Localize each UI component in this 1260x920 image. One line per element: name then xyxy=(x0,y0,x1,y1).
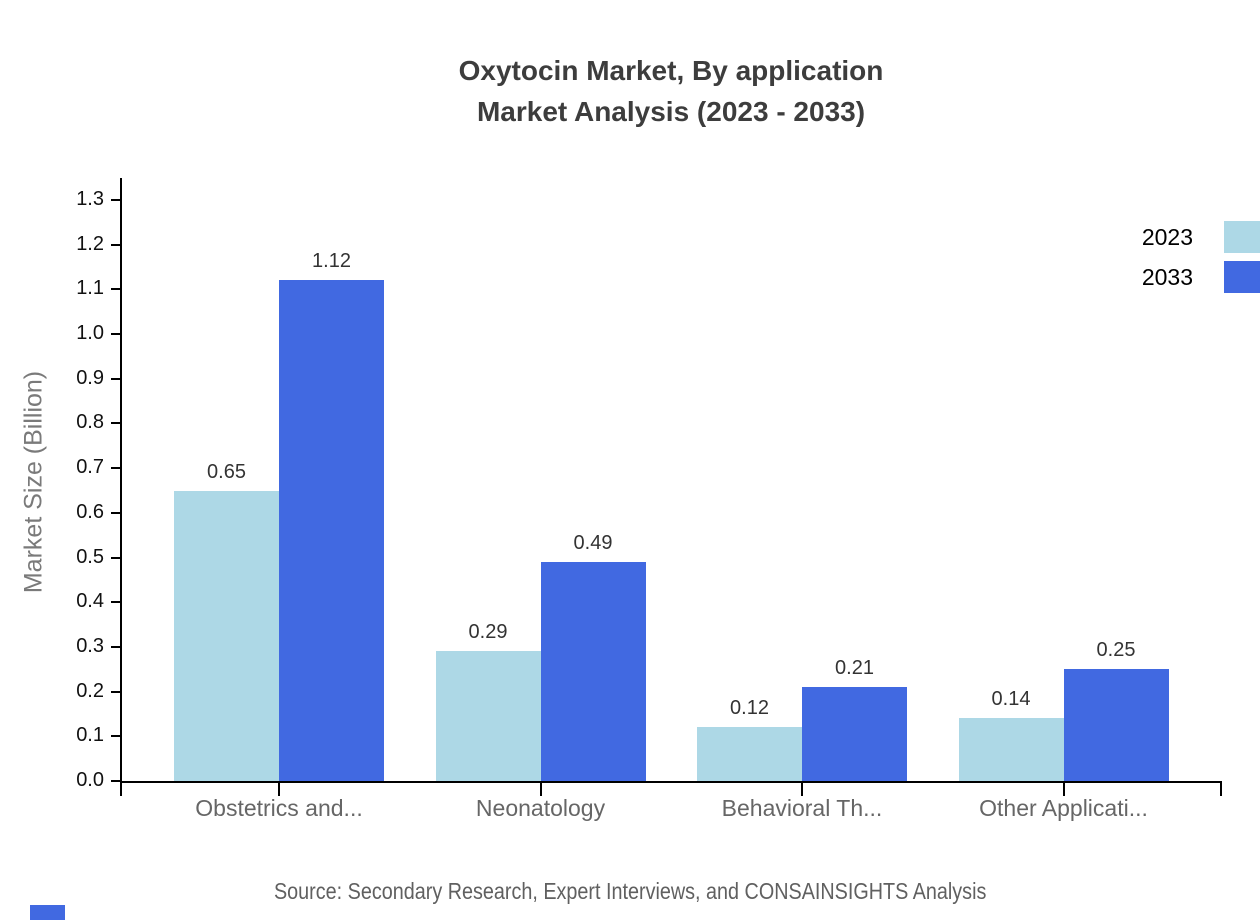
chart-title: Oxytocin Market, By application Market A… xyxy=(120,50,1222,132)
bar-2023-obstetrics-and xyxy=(174,490,279,781)
chart-title-line1: Oxytocin Market, By application xyxy=(458,55,884,86)
y-tick-label: 0.5 xyxy=(76,545,104,568)
x-axis-end-tick xyxy=(1220,783,1222,796)
y-tick-mark xyxy=(111,556,120,559)
y-tick-label: 1.1 xyxy=(76,277,104,300)
y-tick-label: 0.2 xyxy=(76,679,104,702)
x-axis-end-tick xyxy=(120,783,122,796)
x-tick-mark xyxy=(539,783,542,796)
bar-value-label: 0.49 xyxy=(573,532,613,554)
bar-2033-neonatology xyxy=(540,562,646,781)
y-tick-label: 0.6 xyxy=(76,500,104,523)
bar-value-label: 0.65 xyxy=(207,460,246,483)
y-tick-mark xyxy=(111,199,120,201)
y-tick-label: 1.0 xyxy=(76,322,104,345)
y-tick-mark xyxy=(111,690,120,693)
category-label-behavioral-th: Behavioral Th... xyxy=(721,795,883,821)
y-tick-mark xyxy=(111,735,120,738)
bar-2023-behavioral-th xyxy=(697,727,802,781)
bar-value-label: 0.29 xyxy=(468,621,508,644)
bar-value-label: 0.12 xyxy=(730,697,769,720)
bar-value-label: 0.21 xyxy=(835,657,874,680)
y-tick-label: 0.0 xyxy=(76,769,104,791)
y-tick-label: 0.8 xyxy=(76,411,104,434)
source-line: Source: Secondary Research, Expert Inter… xyxy=(0,878,1260,905)
y-tick-mark xyxy=(111,422,120,425)
y-tick-mark xyxy=(111,377,120,380)
legend-label-2033: 2033 xyxy=(1141,264,1193,290)
y-tick-label: 0.4 xyxy=(76,590,104,613)
legend-label-2023: 2023 xyxy=(1141,224,1193,250)
y-tick-mark xyxy=(111,645,120,648)
y-tick-label: 0.1 xyxy=(76,724,104,747)
bar-2023-other-applicati xyxy=(958,718,1064,781)
y-tick-mark xyxy=(111,243,120,246)
y-tick-mark xyxy=(111,288,120,291)
bar-2033-behavioral-th xyxy=(802,687,907,781)
legend-swatch-2033 xyxy=(1224,261,1260,293)
y-tick-label: 0.7 xyxy=(76,456,104,479)
legend-swatch-2023 xyxy=(1224,221,1260,253)
bar-value-label: 0.14 xyxy=(991,688,1031,711)
y-tick-mark xyxy=(111,511,120,514)
y-tick-label: 1.3 xyxy=(76,188,104,210)
y-tick-label: 1.2 xyxy=(76,232,104,255)
category-label-obstetrics-and: Obstetrics and... xyxy=(195,795,363,821)
y-tick-label: 0.9 xyxy=(76,366,104,389)
bar-2033-obstetrics-and xyxy=(279,280,384,781)
x-tick-mark xyxy=(801,783,803,796)
y-tick-mark xyxy=(111,601,120,604)
bar-2023-neonatology xyxy=(435,651,541,781)
x-tick-mark xyxy=(1062,783,1065,796)
y-tick-mark xyxy=(111,467,120,470)
y-tick-mark xyxy=(111,333,120,336)
category-label-other-applicati: Other Applicati... xyxy=(979,795,1148,821)
bottom-left-blue-mark xyxy=(30,905,65,920)
bar-value-label: 0.25 xyxy=(1096,639,1136,662)
y-tick-mark xyxy=(111,780,120,782)
chart-title-line2: Market Analysis (2023 - 2033) xyxy=(476,96,866,127)
bar-2033-other-applicati xyxy=(1063,669,1169,781)
x-tick-mark xyxy=(278,783,280,796)
source-text: Source: Secondary Research, Expert Inter… xyxy=(273,878,987,904)
plot-area: 0.0 0.1 0.2 0.3 0.4 0.5 0.6 0.7 0.8 0.9 1.0 1.1 1.2 1… xyxy=(76,178,1222,821)
y-tick-label: 0.3 xyxy=(76,634,104,657)
bar-value-label: 1.12 xyxy=(312,250,351,273)
category-label-neonatology: Neonatology xyxy=(475,795,606,821)
